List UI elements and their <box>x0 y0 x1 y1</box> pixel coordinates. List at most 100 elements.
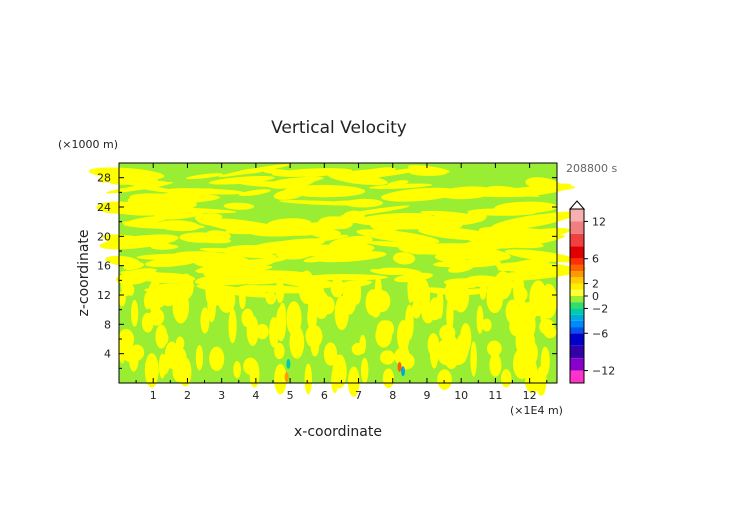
positive-velocity-streak <box>368 183 433 190</box>
positive-velocity-streak <box>136 253 220 261</box>
positive-velocity-streak <box>208 175 275 185</box>
positive-velocity-streak <box>123 222 205 230</box>
positive-velocity-streak <box>135 273 187 280</box>
x-axis-label: x-coordinate <box>294 424 382 440</box>
positive-velocity-streak <box>179 189 221 195</box>
positive-velocity-cell <box>334 295 349 331</box>
positive-velocity-streak <box>185 173 224 180</box>
positive-velocity-streak <box>318 216 353 230</box>
positive-velocity-cell <box>366 292 382 312</box>
colorbar-tick-label: 0 <box>592 290 599 303</box>
colorbar-extend-cap <box>568 200 586 210</box>
positive-velocity-cell <box>445 281 455 303</box>
positive-velocity-streak <box>241 257 288 265</box>
x-tick-label: 9 <box>423 389 430 402</box>
positive-velocity-streak <box>409 169 447 176</box>
x-tick-label: 1 <box>150 389 157 402</box>
positive-velocity-cell <box>249 360 260 388</box>
positive-velocity-cell <box>407 271 414 304</box>
positive-velocity-cell <box>209 346 225 371</box>
y-tick-label: 24 <box>97 201 111 214</box>
positive-velocity-cell <box>256 323 269 340</box>
positive-velocity-cell <box>275 279 285 303</box>
positive-velocity-cell <box>429 333 439 369</box>
positive-velocity-streak <box>127 180 170 187</box>
positive-velocity-streak <box>88 167 165 180</box>
extreme-velocity-spot <box>286 358 291 369</box>
positive-velocity-cell <box>436 289 444 319</box>
positive-velocity-cell <box>118 337 126 364</box>
positive-velocity-streak <box>434 243 458 255</box>
positive-velocity-streak <box>494 201 558 214</box>
positive-velocity-cell <box>394 347 411 366</box>
positive-velocity-streak <box>238 189 271 196</box>
positive-velocity-cell <box>178 273 194 300</box>
positive-velocity-cell <box>509 316 525 337</box>
positive-velocity-cell <box>307 304 317 331</box>
positive-velocity-streak <box>238 168 265 174</box>
positive-velocity-cell <box>144 292 151 310</box>
plot-frame <box>118 162 558 384</box>
colorbar-band <box>570 327 584 334</box>
positive-velocity-streak <box>420 210 474 218</box>
positive-velocity-cell <box>298 270 315 304</box>
colorbar-band <box>570 333 584 346</box>
colorbar-band <box>570 345 584 359</box>
positive-velocity-cell <box>274 364 287 395</box>
positive-velocity-cell <box>347 366 360 397</box>
colorbar-band <box>570 221 584 234</box>
positive-velocity-cell <box>486 340 502 357</box>
positive-velocity-cell <box>330 278 344 298</box>
positive-velocity-cell <box>470 341 477 377</box>
positive-velocity-cell <box>233 360 241 379</box>
colorbar-tick-label: −6 <box>592 327 608 340</box>
positive-velocity-streak <box>186 234 232 244</box>
colorbar: 12 6 20−2 −6 −12 <box>568 200 615 384</box>
positive-velocity-streak <box>356 229 440 244</box>
x-tick-label: 6 <box>321 389 328 402</box>
positive-velocity-streak <box>122 262 144 270</box>
colorbar-band <box>570 308 584 315</box>
y-unit-label: (×1000 m) <box>58 138 118 151</box>
positive-velocity-cell <box>421 302 435 324</box>
positive-velocity-cell <box>380 350 395 365</box>
positive-velocity-cell <box>323 342 338 366</box>
positive-velocity-streak <box>449 245 511 261</box>
positive-velocity-cell <box>239 286 246 310</box>
colorbar-band <box>570 271 584 278</box>
positive-velocity-cell <box>513 305 532 318</box>
heatmap-field <box>88 163 587 397</box>
positive-velocity-cell <box>205 274 212 304</box>
positive-velocity-cell <box>144 353 159 388</box>
positive-velocity-cell <box>310 334 320 357</box>
chart-title: Vertical Velocity <box>271 118 407 138</box>
positive-velocity-cell <box>346 283 357 301</box>
positive-velocity-streak <box>434 254 467 264</box>
positive-velocity-cell <box>515 286 528 303</box>
positive-velocity-cell <box>195 344 204 371</box>
positive-velocity-streak <box>205 218 280 234</box>
positive-velocity-cell <box>460 323 472 354</box>
positive-velocity-cell <box>520 332 532 353</box>
x-tick-label: 11 <box>488 389 502 402</box>
y-tick-label: 16 <box>97 260 111 273</box>
colorbar-band <box>570 233 584 247</box>
positive-velocity-cell <box>479 283 487 300</box>
x-tick-label: 8 <box>389 389 396 402</box>
positive-velocity-cell <box>439 324 456 342</box>
y-axis-label: z-coordinate <box>76 229 92 316</box>
positive-velocity-streak <box>418 227 495 241</box>
positive-velocity-streak <box>380 217 459 230</box>
x-tick-label: 5 <box>287 389 294 402</box>
positive-velocity-streak <box>330 200 381 205</box>
x-tick-label: 7 <box>355 389 362 402</box>
positive-velocity-cell <box>241 308 254 328</box>
time-label: 208800 s <box>566 162 617 175</box>
colorbar-band <box>570 258 584 265</box>
positive-velocity-cell <box>286 301 302 336</box>
colorbar-tick-label: −12 <box>592 365 615 378</box>
positive-velocity-cell <box>141 312 154 333</box>
positive-velocity-cell <box>437 369 452 390</box>
x-tick-label: 4 <box>252 389 259 402</box>
